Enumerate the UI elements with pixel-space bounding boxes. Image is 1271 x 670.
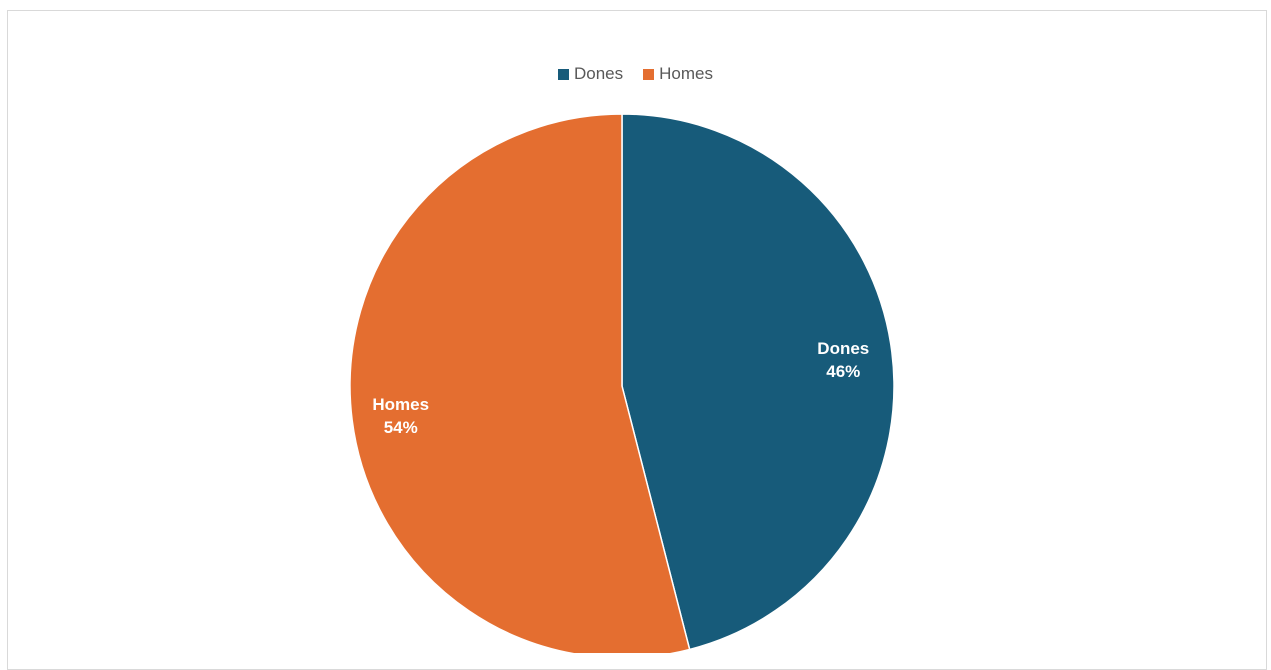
pie-slice-dones bbox=[621, 113, 895, 651]
slice-percent-dones: 46% bbox=[826, 362, 860, 381]
legend-label-homes: Homes bbox=[659, 64, 713, 83]
slice-label-homes: Homes bbox=[372, 395, 429, 414]
legend-item-dones: Dones bbox=[558, 64, 623, 84]
legend-label-dones: Dones bbox=[574, 64, 624, 83]
legend-swatch-dones bbox=[558, 68, 569, 80]
legend: Dones Homes bbox=[0, 64, 1271, 84]
slice-percent-homes: 54% bbox=[384, 418, 418, 437]
legend-swatch-homes bbox=[643, 68, 655, 80]
pie-slice-homes bbox=[349, 113, 691, 653]
legend-item-homes: Homes bbox=[643, 64, 713, 84]
pie-chart: Dones 46% Homes 54% bbox=[349, 113, 895, 653]
slice-label-dones: Dones bbox=[817, 339, 869, 358]
